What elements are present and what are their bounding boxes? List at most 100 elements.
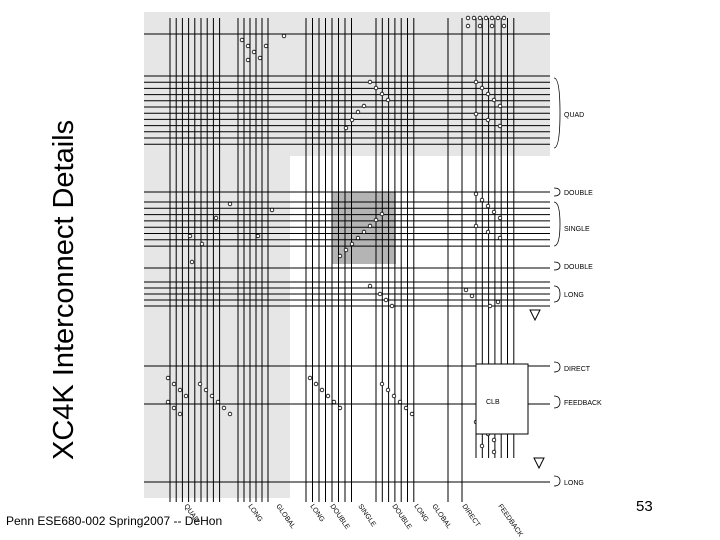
interconnect-point — [485, 117, 491, 123]
slide-title: XC4K Interconnect Details — [48, 119, 80, 460]
interconnect-point — [355, 235, 361, 241]
interconnect-point — [367, 79, 373, 85]
interconnect-point — [337, 405, 343, 411]
interconnect-point — [479, 443, 485, 449]
bottom-label-8: GLOBAL — [430, 503, 452, 530]
interconnect-point — [325, 393, 331, 399]
right-label-2: SINGLE — [564, 226, 590, 233]
interconnect-point — [491, 437, 497, 443]
interconnect-point — [497, 215, 503, 221]
interconnect-point — [177, 411, 183, 417]
interconnect-point — [349, 241, 355, 247]
interconnect-point — [215, 399, 221, 405]
track-brace — [553, 361, 561, 373]
interconnect-point — [373, 217, 379, 223]
interconnect-point — [373, 85, 379, 91]
track-brace — [553, 187, 561, 197]
interconnect-point — [465, 23, 471, 29]
interconnect-point — [203, 387, 209, 393]
interconnect-point — [343, 247, 349, 253]
interconnect-point — [385, 387, 391, 393]
interconnect-point — [245, 57, 251, 63]
interconnect-point — [465, 15, 471, 21]
interconnect-point — [501, 15, 507, 21]
interconnect-point — [165, 375, 171, 381]
interconnect-point — [497, 103, 503, 109]
interconnect-point — [485, 203, 491, 209]
interconnect-point — [483, 15, 489, 21]
right-label-1: DOUBLE — [564, 190, 593, 197]
interconnect-point — [319, 387, 325, 393]
track-brace — [553, 77, 561, 149]
interconnect-point — [349, 117, 355, 123]
interconnect-point — [337, 253, 343, 259]
bottom-track-labels: QUAD LONG GLOBAL LONG DOUBLE SINGLE DOUBLE LONG… — [182, 503, 524, 538]
track-brace — [553, 201, 561, 247]
interconnect-point — [355, 109, 361, 115]
interconnect-point — [403, 405, 409, 411]
clb-block: CLB — [475, 309, 545, 470]
bottom-label-1: LONG — [246, 503, 263, 523]
interconnect-point — [495, 15, 501, 21]
interconnect-point — [227, 411, 233, 417]
interconnect-point — [497, 235, 503, 241]
interconnect-point — [473, 191, 479, 197]
interconnect-point — [227, 201, 233, 207]
interconnect-point — [391, 393, 397, 399]
interconnect-point — [263, 43, 269, 49]
interconnect-point — [485, 229, 491, 235]
interconnect-point — [477, 23, 483, 29]
interconnect-point — [491, 209, 497, 215]
interconnect-point — [489, 23, 495, 29]
right-label-3: DOUBLE — [564, 264, 593, 271]
interconnect-point — [307, 375, 313, 381]
clb-rectangle — [475, 363, 529, 435]
interconnect-point — [209, 393, 215, 399]
bottom-label-10: FEEDBACK — [496, 503, 524, 538]
track-brace — [553, 475, 561, 487]
bottom-label-2: GLOBAL — [274, 503, 296, 530]
interconnect-point — [257, 55, 263, 61]
interconnect-point — [389, 303, 395, 309]
interconnect-point — [171, 405, 177, 411]
interconnect-point — [385, 97, 391, 103]
interconnect-point — [221, 405, 227, 411]
interconnect-point — [361, 229, 367, 235]
right-label-6: FEEDBACK — [564, 400, 602, 407]
right-label-5: DIRECT — [564, 366, 591, 373]
interconnect-point — [379, 381, 385, 387]
interconnect-point — [473, 223, 479, 229]
interconnect-point — [313, 381, 319, 387]
bottom-label-9: DIRECT — [460, 503, 481, 529]
clb-label: CLB — [486, 399, 500, 406]
right-label-4: LONG — [564, 292, 584, 299]
interconnect-point — [177, 387, 183, 393]
interconnect-point — [471, 15, 477, 21]
interconnect-point — [397, 399, 403, 405]
interconnect-point — [255, 233, 261, 239]
right-label-7: LONG — [564, 480, 584, 487]
bottom-label-7: LONG — [412, 503, 429, 523]
interconnect-point — [491, 449, 497, 455]
bottom-label-6: DOUBLE — [390, 503, 412, 531]
interconnect-point — [367, 223, 373, 229]
interconnect-point — [409, 411, 415, 417]
interconnect-point — [239, 37, 245, 43]
interconnect-point — [501, 23, 507, 29]
interconnect-point — [183, 393, 189, 399]
left-routing-shade — [144, 156, 290, 498]
footer-text: Penn ESE680-002 Spring2007 -- DeHon — [6, 514, 223, 528]
buffer-top — [529, 309, 541, 322]
interconnect-point — [343, 125, 349, 131]
track-brace — [553, 395, 561, 409]
buffer-bottom — [533, 457, 545, 470]
interconnect-point — [171, 381, 177, 387]
interconnect-diagram: CLB QUADDOUBLESINGLEDOUBLELONGDIRECTFEED… — [144, 12, 602, 538]
interconnect-point — [489, 15, 495, 21]
interconnect-point — [479, 85, 485, 91]
interconnect-point — [331, 399, 337, 405]
interconnect-point — [377, 291, 383, 297]
interconnect-point — [495, 299, 501, 305]
interconnect-point — [187, 233, 193, 239]
interconnect-point — [165, 399, 171, 405]
